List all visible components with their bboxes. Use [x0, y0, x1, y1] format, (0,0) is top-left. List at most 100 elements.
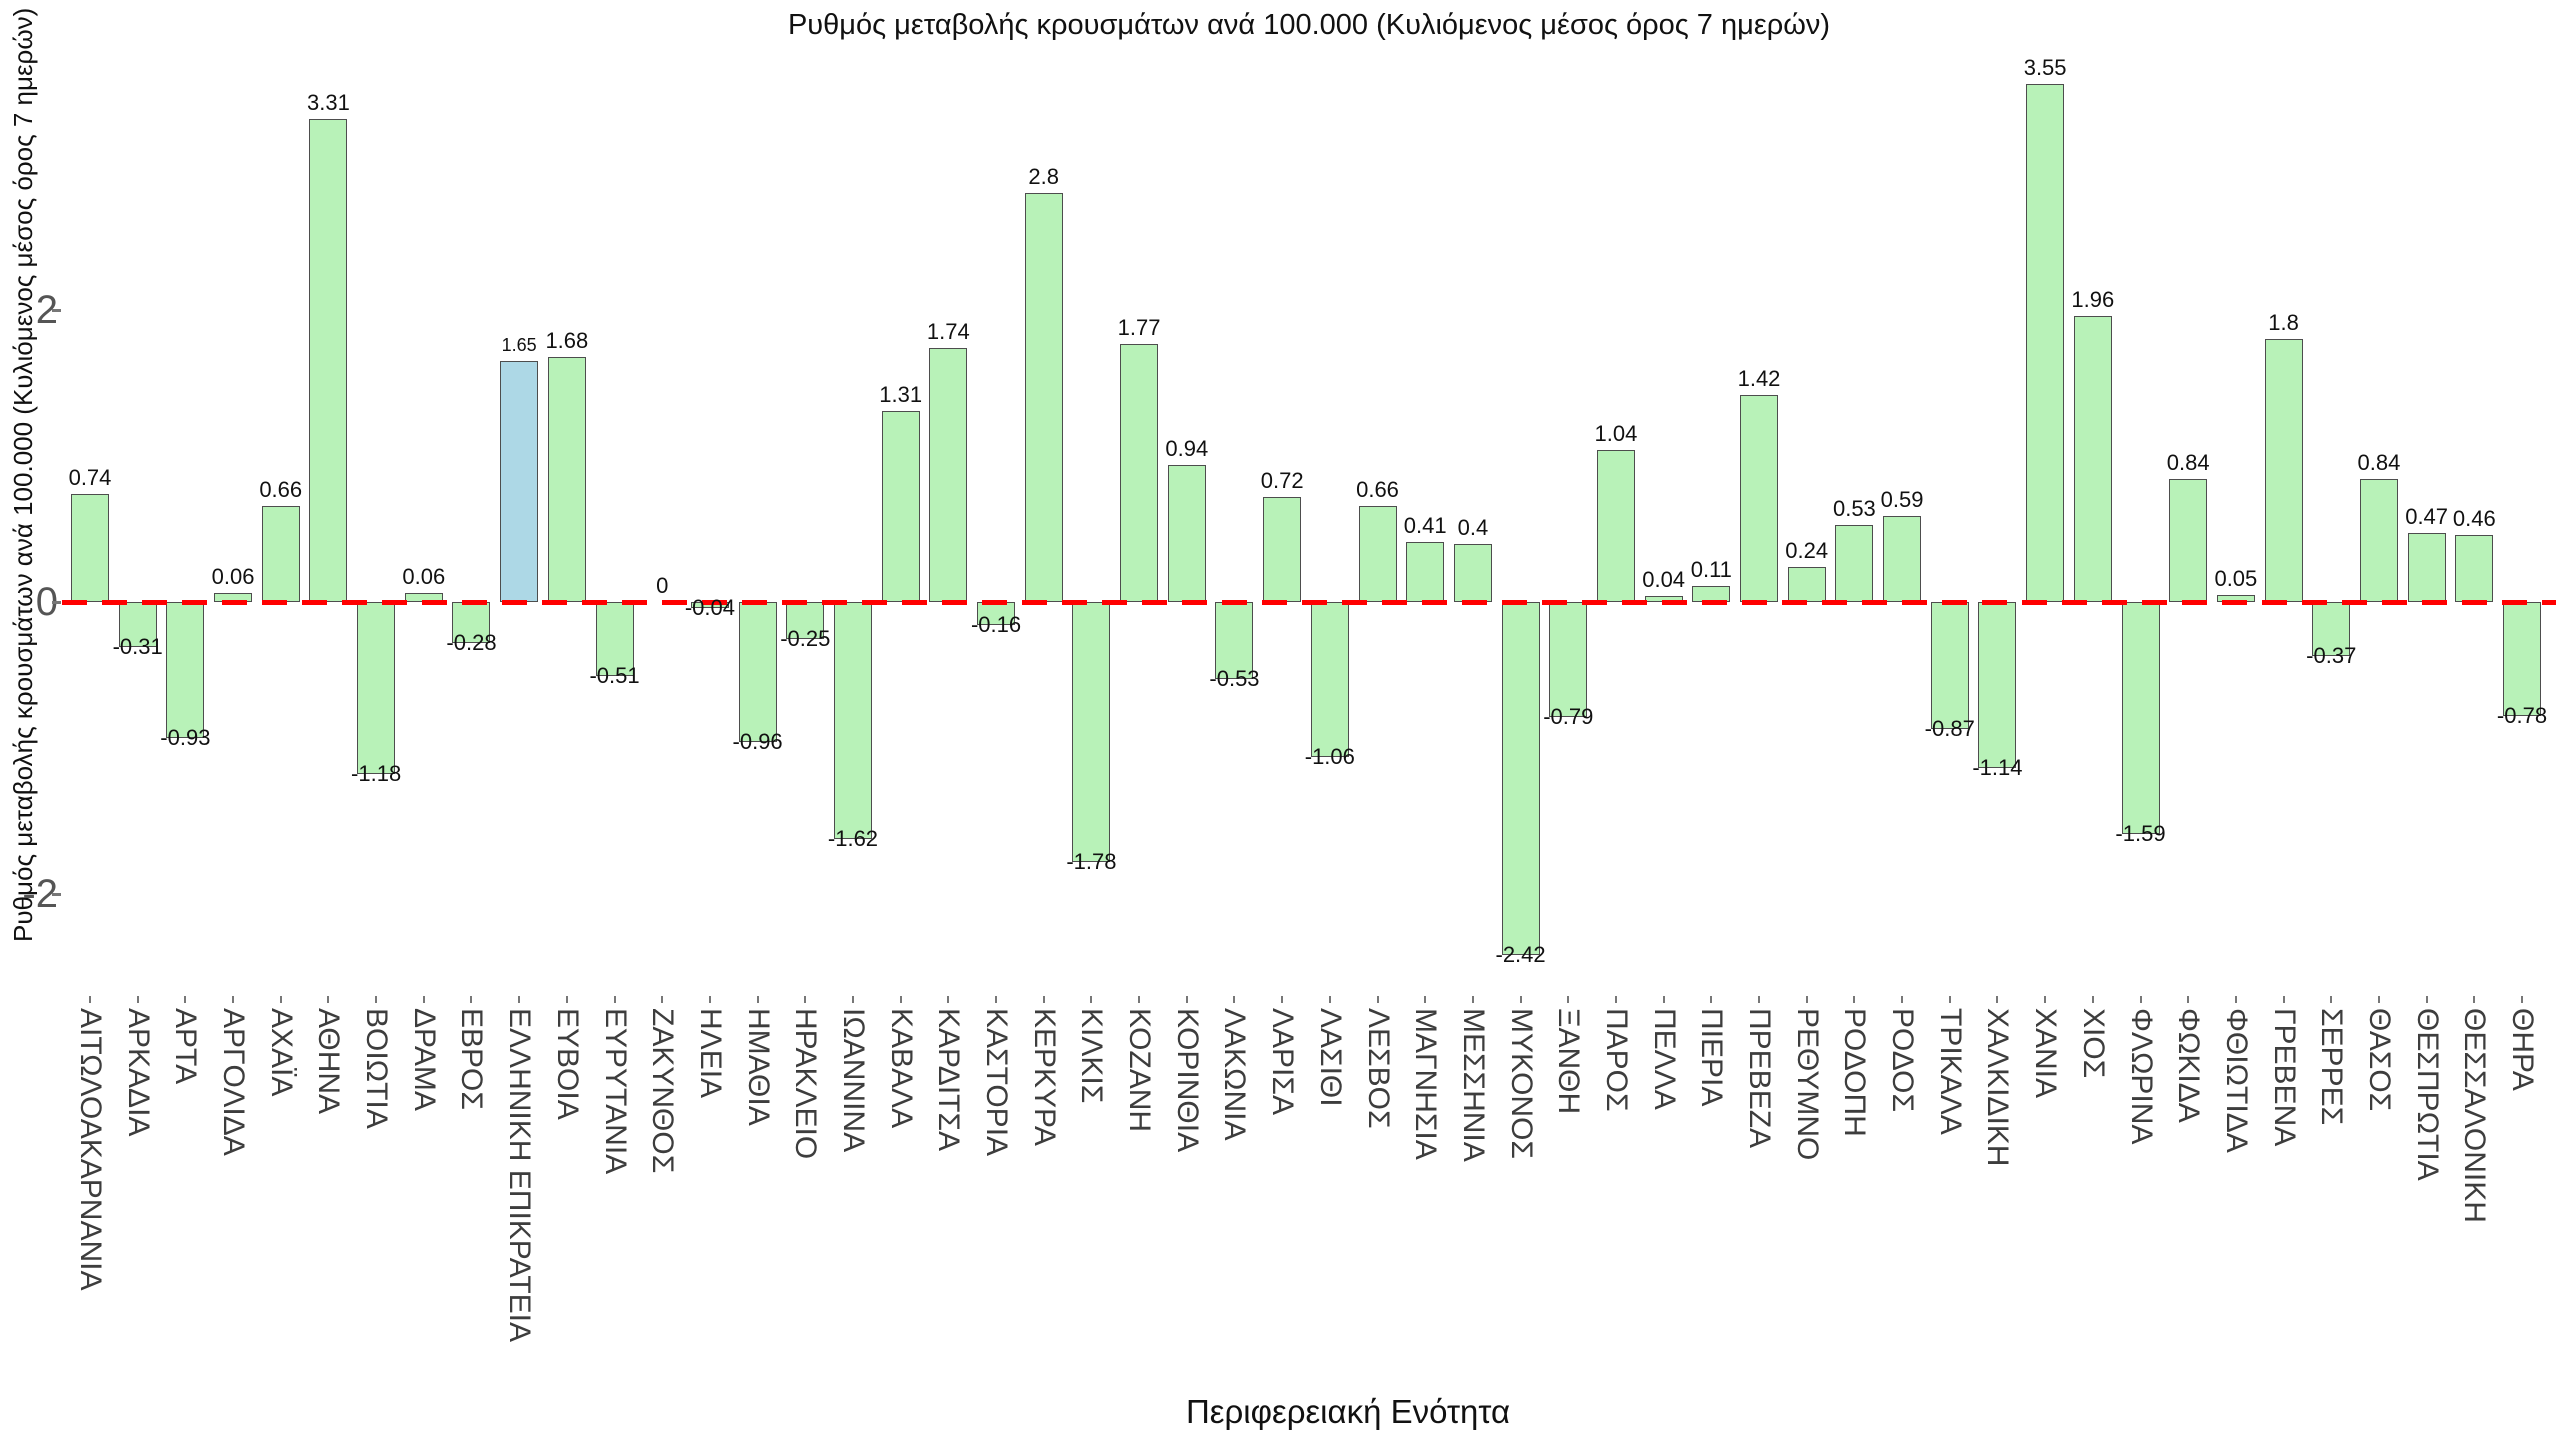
x-tick [2282, 996, 2285, 1003]
bar-value-label: 1.8 [2268, 310, 2299, 336]
y-tick-label: 0 [35, 580, 58, 624]
bar-value-label: 1.74 [926, 318, 970, 344]
x-tick [327, 996, 330, 1003]
x-tick [232, 996, 235, 1003]
x-tick [1853, 996, 1856, 1003]
chart-title: Ρυθμός μεταβολής κρουσμάτων ανά 100.000 … [787, 9, 1831, 41]
bar [1310, 602, 1349, 757]
bar [2073, 315, 2112, 602]
bar-value-label: 0.04 [1642, 567, 1686, 593]
bar [2121, 602, 2160, 834]
x-tick [1567, 996, 1570, 1003]
bar [1930, 602, 1969, 729]
category-label: ΖΑΚΥΝΘΟΣ [646, 1008, 680, 1174]
category-label: ΑΘΗΝΑ [312, 1008, 346, 1115]
bar [1501, 602, 1540, 955]
bar-value-label: 3.31 [307, 89, 350, 115]
x-tick [1281, 996, 1284, 1003]
category-label: ΔΡΑΜΑ [407, 1008, 441, 1111]
bar [1024, 193, 1063, 603]
bar-value-label: 1.04 [1594, 421, 1638, 447]
bar-value-label: 3.55 [2023, 54, 2067, 80]
x-tick [184, 996, 187, 1003]
bar [1787, 566, 1826, 602]
x-tick [2473, 996, 2476, 1003]
x-tick [422, 996, 425, 1003]
category-label: ΓΡΕΒΕΝΑ [2267, 1008, 2301, 1147]
category-label: ΛΑΚΩΝΙΑ [1218, 1008, 1252, 1141]
x-tick [470, 996, 473, 1003]
bar-value-label: -0.87 [1924, 716, 1975, 742]
category-label: ΘΕΣΣΑΛΟΝΙΚΗ [2458, 1008, 2492, 1223]
category-label: ΕΒΡΟΣ [455, 1008, 489, 1110]
x-tick [899, 996, 902, 1003]
highlight-bar [500, 361, 539, 603]
bar-value-label: -2.42 [1495, 942, 1546, 968]
category-label: ΙΩΑΝΝΙΝΑ [836, 1008, 870, 1153]
bar-value-label: -1.06 [1304, 743, 1355, 769]
x-tick [1614, 996, 1617, 1003]
bar-value-label: 0 [656, 573, 669, 598]
category-label: ΣΕΡΡΕΣ [2315, 1008, 2349, 1126]
y-tick [52, 601, 61, 604]
x-tick [995, 996, 998, 1003]
bar-value-label: 1.77 [1117, 314, 1161, 340]
bar-value-label: 0.72 [1260, 467, 1304, 493]
bar-value-label: 0.4 [1457, 514, 1489, 540]
bar [166, 602, 205, 738]
category-label: ΑΙΤΩΛΟΑΚΑΡΝΑΝΙΑ [74, 1008, 107, 1291]
category-label: ΦΩΚΙΔΑ [2172, 1008, 2206, 1123]
category-label: ΘΗΡΑ [2506, 1008, 2539, 1091]
x-tick [1662, 996, 1665, 1003]
bar-value-label: 0.66 [259, 476, 303, 502]
bar-value-label: 1.68 [545, 327, 589, 353]
category-label: ΑΡΚΑΔΙΑ [121, 1008, 155, 1137]
x-tick [2044, 996, 2047, 1003]
bar-value-label: -1.78 [1066, 848, 1117, 874]
category-label: ΘΑΣΟΣ [2362, 1008, 2396, 1112]
category-label: ΠΑΡΟΣ [1599, 1008, 1633, 1112]
bar-value-label: -0.51 [589, 663, 640, 689]
x-tick [2377, 996, 2380, 1003]
x-tick [279, 996, 282, 1003]
bar-value-label: 0.84 [2166, 450, 2210, 476]
bar [1596, 450, 1635, 603]
bar [1263, 496, 1302, 602]
bar [309, 118, 348, 602]
category-label: ΚΑΡΔΙΤΣΑ [932, 1008, 966, 1152]
x-tick [1090, 996, 1093, 1003]
x-tick [1328, 996, 1331, 1003]
bar-value-label: -0.37 [2306, 643, 2357, 669]
zero-dashed-line [62, 600, 2556, 605]
category-label: ΕΛΛΗΝΙΚΗ ΕΠΙΚΡΑΤΕΙΑ [503, 1008, 537, 1343]
bar-value-label: 0.59 [1880, 486, 1924, 512]
category-label: ΞΑΝΘΗ [1552, 1008, 1586, 1115]
bar-value-label: 0.66 [1356, 476, 1399, 502]
bar [1167, 464, 1206, 602]
bar-value-label: 0.46 [2452, 505, 2496, 531]
x-tick [1042, 996, 1045, 1003]
x-tick [2091, 996, 2094, 1003]
bar [2359, 479, 2398, 603]
bar-value-label: 2.8 [1028, 164, 1060, 190]
bar-value-label: -0.28 [446, 629, 497, 655]
category-label: ΠΕΛΛΑ [1647, 1008, 1681, 1110]
category-label: ΚΑΒΑΛΑ [884, 1008, 918, 1129]
x-tick [1805, 996, 1808, 1003]
category-label: ΠΙΕΡΙΑ [1695, 1008, 1729, 1107]
x-tick [1471, 996, 1474, 1003]
bar-value-label: -1.62 [827, 825, 879, 851]
x-tick [136, 996, 139, 1003]
category-label: ΜΥΚΟΝΟΣ [1504, 1008, 1538, 1159]
bar [261, 505, 300, 602]
category-label: ΚΟΖΑΝΗ [1123, 1008, 1157, 1133]
bar-value-label: -0.53 [1209, 666, 1260, 692]
x-tick [851, 996, 854, 1003]
category-label: ΑΡΤΑ [169, 1008, 203, 1085]
category-label: ΕΥΡΥΤΑΝΙΑ [598, 1008, 632, 1175]
category-label: ΚΕΡΚΥΡΑ [1027, 1008, 1061, 1146]
category-label: ΠΡΕΒΕΖΑ [1743, 1008, 1777, 1149]
bar [118, 602, 157, 647]
bar-value-label: 0.84 [2357, 450, 2401, 476]
y-tick-label: 2 [35, 288, 58, 332]
